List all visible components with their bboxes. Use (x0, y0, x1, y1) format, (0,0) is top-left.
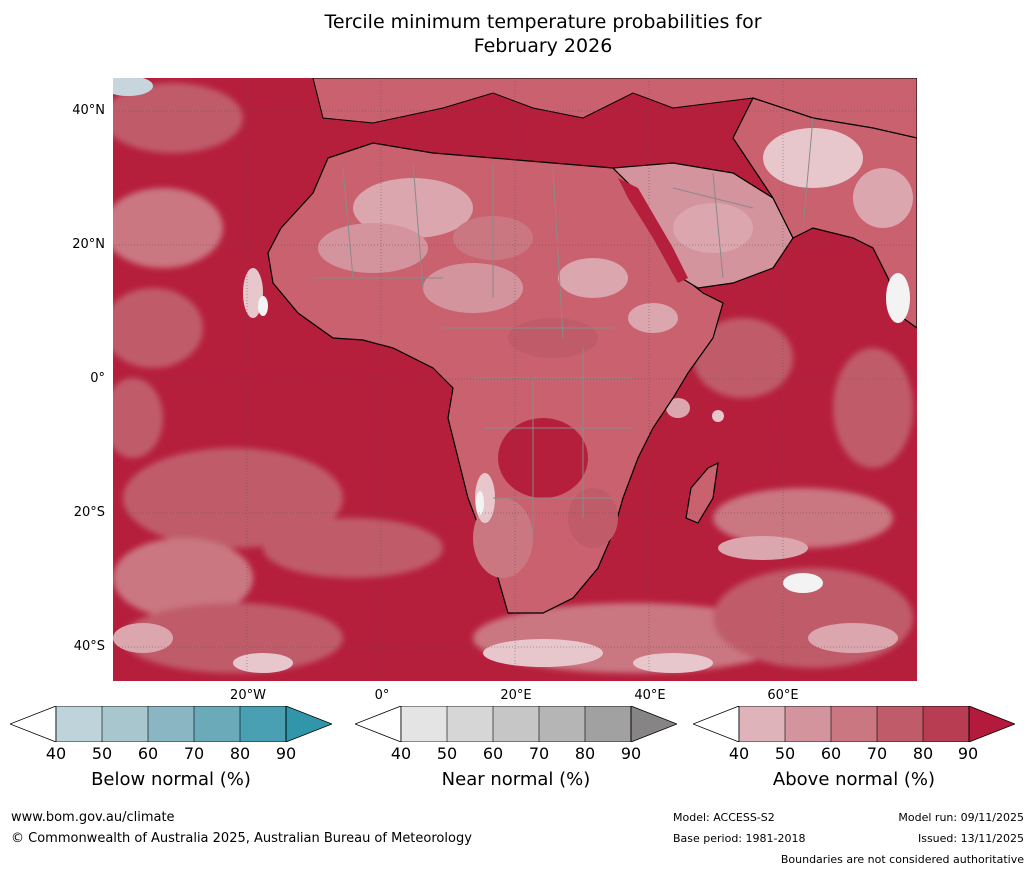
footer-model: Model: ACCESS-S2 (673, 811, 775, 824)
above-tick-70: 70 (866, 744, 888, 763)
colorbar-near-outline (400, 706, 632, 742)
colorbar-near-lower-arrow (355, 706, 402, 742)
near-normal-title: Near normal (%) (441, 769, 591, 790)
mediterranean-sea (348, 123, 633, 163)
graticule (113, 78, 917, 681)
colorbar-above-bin-5 (923, 706, 969, 742)
colorbar-above-bin-1 (739, 706, 785, 742)
colorbar-near-bin-4 (539, 706, 585, 742)
near-tick-40: 40 (390, 744, 412, 763)
lon-label-0: 0° (374, 688, 390, 703)
colorbar-near-bin-3 (493, 706, 539, 742)
footer-issued: Issued: 13/11/2025 (917, 832, 1024, 845)
above-normal-title: Above normal (%) (772, 769, 936, 790)
lat-label-40n: 40°N (72, 103, 105, 118)
below-tick-90: 90 (275, 744, 297, 763)
below-normal-title: Below normal (%) (91, 769, 251, 790)
arabia-patch (673, 203, 753, 253)
below-tick-70: 70 (183, 744, 205, 763)
legend-below-normal (10, 706, 332, 742)
colorbar-above-bin-2 (785, 706, 831, 742)
colorbar-near-bin-2 (447, 706, 493, 742)
footer-model-run: Model run: 09/11/2025 (898, 811, 1024, 824)
colorbar-below-outline (55, 706, 287, 742)
footer-copyright: © Commonwealth of Australia 2025, Austra… (11, 831, 472, 846)
lon-label-60e: 60°E (767, 688, 799, 703)
below-tick-40: 40 (45, 744, 67, 763)
map-title-line1: Tercile minimum temperature probabilitie… (324, 11, 762, 33)
probability-map (113, 78, 917, 681)
colorbar-below-bin-1 (56, 706, 102, 742)
colorbar-above-upper-arrow (968, 706, 1015, 742)
colorbar-near-bin-1 (401, 706, 447, 742)
ocean-patches (113, 83, 913, 673)
lat-label-20s: 20°S (73, 505, 105, 520)
above-tick-40: 40 (728, 744, 750, 763)
below-tick-80: 80 (229, 744, 251, 763)
colorbar-below-upper-arrow (285, 706, 332, 742)
colorbar-below-bin-5 (240, 706, 286, 742)
above-tick-80: 80 (912, 744, 934, 763)
near-tick-90: 90 (620, 744, 642, 763)
red-sea (618, 178, 688, 283)
near-tick-70: 70 (528, 744, 550, 763)
footer-disclaimer: Boundaries are not considered authoritat… (780, 853, 1024, 866)
madagascar (685, 461, 719, 524)
above-tick-60: 60 (820, 744, 842, 763)
lat-label-0: 0° (90, 371, 105, 386)
near-tick-50: 50 (436, 744, 458, 763)
colorbar-below-normal (10, 706, 332, 742)
below-tick-60: 60 (137, 744, 159, 763)
africa-patches (318, 178, 678, 578)
near-tick-80: 80 (574, 744, 596, 763)
footer-website: www.bom.gov.au/climate (11, 810, 175, 825)
footer-base-period: Base period: 1981-2018 (673, 832, 806, 845)
legend-near-normal (355, 706, 677, 742)
map-svg (113, 78, 917, 681)
lon-label-40e: 40°E (634, 688, 666, 703)
near-tick-60: 60 (482, 744, 504, 763)
colorbar-below-bin-4 (194, 706, 240, 742)
lon-label-20w: 20°W (230, 688, 266, 703)
colorbar-above-bin-4 (877, 706, 923, 742)
colorbar-near-bin-5 (585, 706, 631, 742)
asia-patches (763, 128, 913, 323)
colorbar-below-bin-3 (148, 706, 194, 742)
colorbar-below-bin-2 (102, 706, 148, 742)
colorbar-above-outline (738, 706, 970, 742)
colorbar-near-upper-arrow (630, 706, 677, 742)
colorbar-above-lower-arrow (693, 706, 740, 742)
colorbar-above-bin-3 (831, 706, 877, 742)
country-borders (313, 117, 814, 538)
below-tick-50: 50 (91, 744, 113, 763)
lat-label-20n: 20°N (72, 237, 105, 252)
legend-above-normal (693, 706, 1015, 742)
colorbar-above-normal (693, 706, 1015, 742)
above-tick-50: 50 (774, 744, 796, 763)
lat-label-40s: 40°S (73, 639, 105, 654)
colorbar-near-normal (355, 706, 677, 742)
above-tick-90: 90 (957, 744, 979, 763)
map-title-line2: February 2026 (473, 35, 613, 57)
lon-label-20e: 20°E (500, 688, 532, 703)
colorbar-below-lower-arrow (10, 706, 57, 742)
